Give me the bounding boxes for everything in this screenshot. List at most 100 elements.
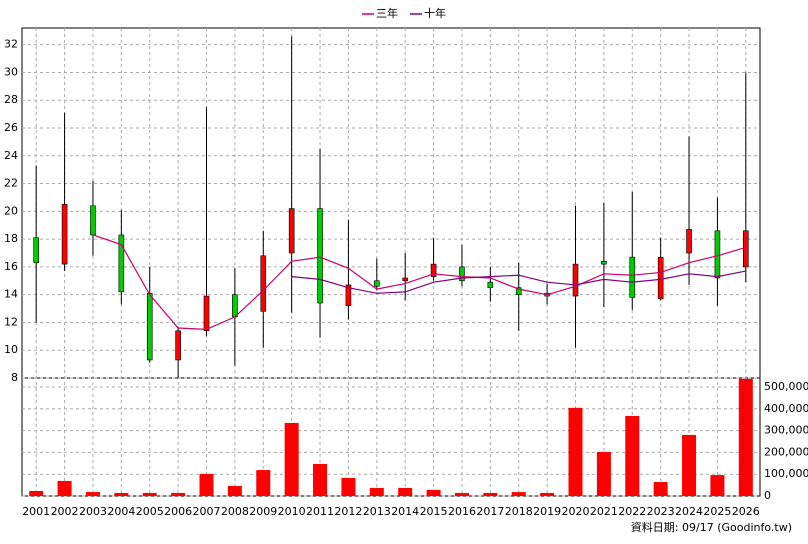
volume-bar — [227, 485, 242, 496]
avg-line — [92, 234, 746, 330]
volume-bar — [710, 475, 725, 496]
volume-bar — [682, 434, 697, 496]
volume-bar — [284, 422, 299, 496]
x-tick-label: 2012 — [334, 505, 362, 518]
volume-bar — [398, 487, 413, 496]
x-tick-label: 2010 — [278, 505, 306, 518]
volume-bar — [596, 451, 611, 496]
candle-body — [374, 280, 380, 287]
x-tick-label: 2002 — [51, 505, 79, 518]
candle-body — [686, 229, 692, 254]
candle-body — [430, 263, 437, 277]
y-tick-label: 24 — [4, 149, 18, 162]
candle-body — [61, 204, 68, 265]
x-tick-label: 2004 — [107, 505, 135, 518]
volume-bar — [29, 490, 44, 496]
x-tick-label: 2025 — [703, 505, 731, 518]
y-tick-label: 22 — [4, 177, 18, 190]
footer: 資料日期: 09/17 (Goodinfo.tw) — [631, 520, 792, 534]
x-tick-label: 2018 — [505, 505, 533, 518]
y2-tick-label: 300,000 — [764, 424, 808, 437]
x-tick-label: 2024 — [675, 505, 703, 518]
y2-tick-label: 200,000 — [764, 445, 808, 458]
candle-body — [487, 281, 494, 289]
candle-body — [146, 292, 153, 361]
candle-body — [402, 277, 408, 282]
candle-body — [629, 256, 636, 298]
y2-tick-label: 100,000 — [764, 467, 808, 480]
volume-bar — [199, 473, 214, 496]
volume-bar — [625, 415, 640, 496]
x-tick-label: 2005 — [136, 505, 164, 518]
volume-bar — [171, 492, 186, 496]
candle-body — [714, 230, 721, 279]
candle-body — [572, 263, 579, 297]
x-tick-label: 2014 — [391, 505, 419, 518]
candle-body — [175, 330, 181, 361]
candle-body — [515, 287, 522, 295]
volume-bar — [57, 480, 72, 496]
x-tick-label: 2013 — [363, 505, 391, 518]
x-tick-label: 2008 — [221, 505, 249, 518]
x-tick-label: 2023 — [647, 505, 675, 518]
candle-body — [288, 208, 295, 254]
plot-frame — [21, 27, 761, 497]
volume-bar — [511, 492, 526, 496]
x-tick-label: 2020 — [562, 505, 590, 518]
volume-bar — [653, 482, 668, 496]
y-tick-label: 30 — [4, 65, 18, 78]
y-tick-label: 14 — [4, 288, 18, 301]
x-tick-label: 2001 — [22, 505, 50, 518]
candle-body — [232, 294, 238, 318]
candle-body — [203, 295, 210, 332]
volume-bar — [738, 378, 753, 496]
y-tick-label: 18 — [4, 232, 18, 245]
volume-bar — [114, 492, 129, 496]
y-tick-label: 12 — [4, 315, 18, 328]
y-tick-label: 20 — [4, 204, 18, 217]
candle-body — [33, 237, 39, 264]
y-tick-label: 16 — [4, 260, 18, 273]
x-tick-label: 2011 — [306, 505, 334, 518]
volume-bar — [483, 492, 498, 496]
x-tick-label: 2015 — [420, 505, 448, 518]
y2-tick-label: 400,000 — [764, 402, 808, 415]
y-tick-label: 8 — [11, 371, 18, 384]
x-tick-label: 2017 — [476, 505, 504, 518]
y2-tick-label: 500,000 — [764, 380, 808, 393]
candle-body — [657, 256, 664, 300]
candle-body — [260, 255, 267, 312]
avg-line — [291, 270, 746, 294]
volume-bar — [454, 492, 469, 496]
y2-tick-label: 0 — [764, 489, 771, 502]
x-tick-label: 2007 — [193, 505, 221, 518]
y-tick-label: 32 — [4, 38, 18, 51]
x-tick-label: 2019 — [533, 505, 561, 518]
x-tick-label: 2022 — [618, 505, 646, 518]
candle-body — [118, 234, 125, 293]
candle-body — [90, 205, 96, 236]
volume-bar — [256, 470, 271, 496]
volume-bar — [568, 407, 583, 496]
candle-body — [743, 230, 749, 268]
volume-bar — [313, 463, 328, 496]
x-tick-label: 2021 — [590, 505, 618, 518]
candle-body — [459, 266, 465, 282]
x-tick-label: 2009 — [249, 505, 277, 518]
candle-body — [317, 208, 323, 304]
volume-bar — [341, 477, 356, 496]
volume-bar — [426, 489, 441, 496]
volume-bar — [369, 487, 384, 496]
volume-bar — [142, 492, 157, 496]
legend-label: 三年 — [376, 6, 398, 20]
y-tick-label: 10 — [4, 343, 18, 356]
candle-body — [601, 261, 607, 265]
candle-body — [345, 284, 352, 307]
legend-label: 十年 — [424, 6, 446, 20]
x-tick-label: 2016 — [448, 505, 476, 518]
volume-bar — [85, 492, 100, 496]
x-tick-label: 2006 — [164, 505, 192, 518]
volume-bar — [540, 492, 555, 496]
x-tick-label: 2026 — [732, 505, 760, 518]
